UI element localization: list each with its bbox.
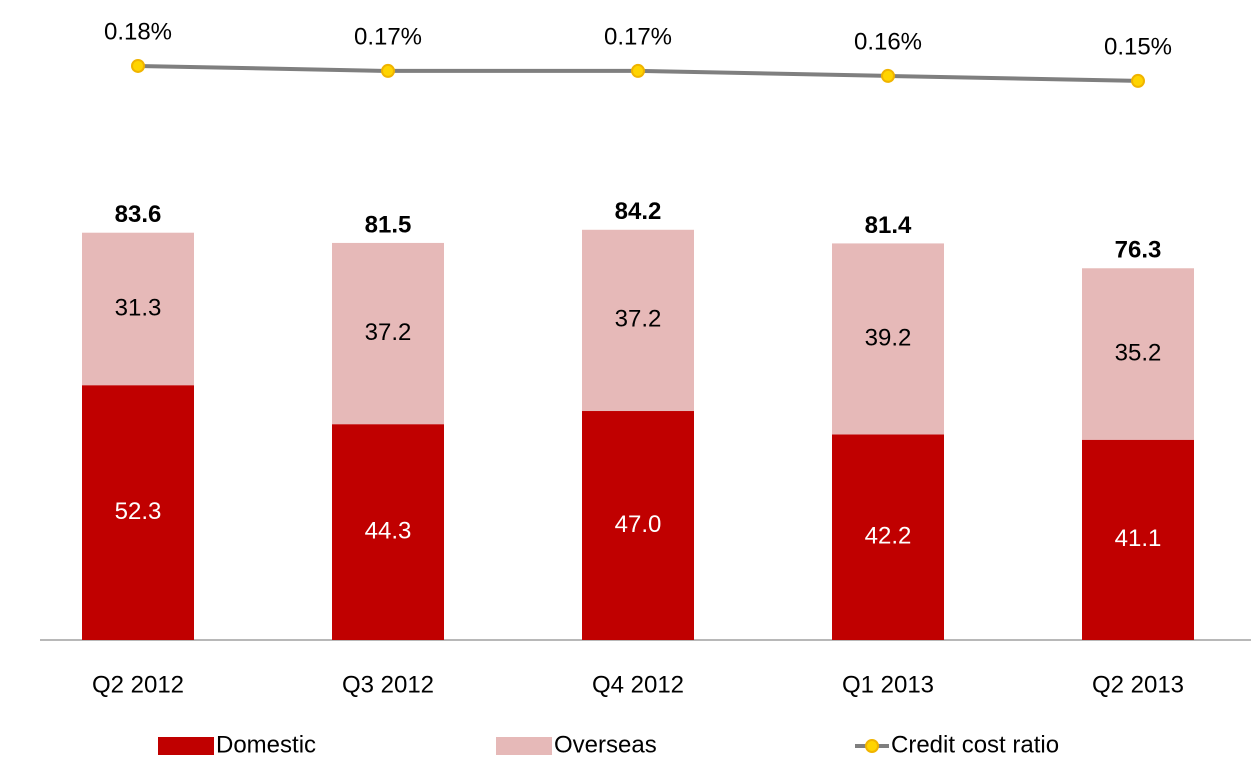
line-value-label: 0.17% [354,23,422,50]
value-label: 31.3 [115,294,162,321]
value-label: 35.2 [1115,339,1162,366]
value-label: 41.1 [1115,525,1162,552]
value-label: 52.3 [115,498,162,525]
bar-segment [332,242,444,425]
bar-segment [832,434,944,640]
total-label: 76.3 [1115,237,1162,264]
x-tick-label: Q1 2013 [842,671,934,698]
value-label: 37.2 [615,306,662,333]
x-tick-label: Q3 2012 [342,671,434,698]
line-marker [131,58,145,73]
value-label: 44.3 [365,517,412,544]
value-label: 42.2 [865,523,912,550]
legend-label: Domestic [216,731,316,758]
bar-segment [82,232,194,386]
legend-swatch [158,737,214,755]
total-label: 83.6 [115,201,162,228]
legend-swatch [496,737,552,755]
bar-segment [582,229,694,412]
total-label: 81.5 [365,211,412,238]
line-marker [881,68,895,83]
line-value-label: 0.15% [1104,33,1172,60]
x-tick-label: Q4 2012 [592,671,684,698]
value-label: 37.2 [365,319,412,346]
x-tick-label: Q2 2013 [1092,671,1184,698]
bar-segment [1082,439,1194,640]
x-tick-label: Q2 2012 [92,671,184,698]
legend-marker [865,739,879,753]
line-marker [631,63,645,78]
value-label: 47.0 [615,511,662,538]
line-value-label: 0.17% [604,23,672,50]
total-label: 84.2 [615,198,662,225]
bar-segment [1082,268,1194,440]
legend-label: Overseas [554,731,657,758]
bar-segment [332,424,444,640]
line-value-label: 0.18% [104,18,172,45]
value-label: 39.2 [865,324,912,351]
bar-segment [582,411,694,640]
line-marker [381,63,395,78]
bar-segment [82,385,194,640]
line-marker [1131,73,1145,88]
legend-label: Credit cost ratio [891,731,1059,758]
total-label: 81.4 [865,212,912,239]
bar-segment [832,243,944,435]
line-value-label: 0.16% [854,28,922,55]
